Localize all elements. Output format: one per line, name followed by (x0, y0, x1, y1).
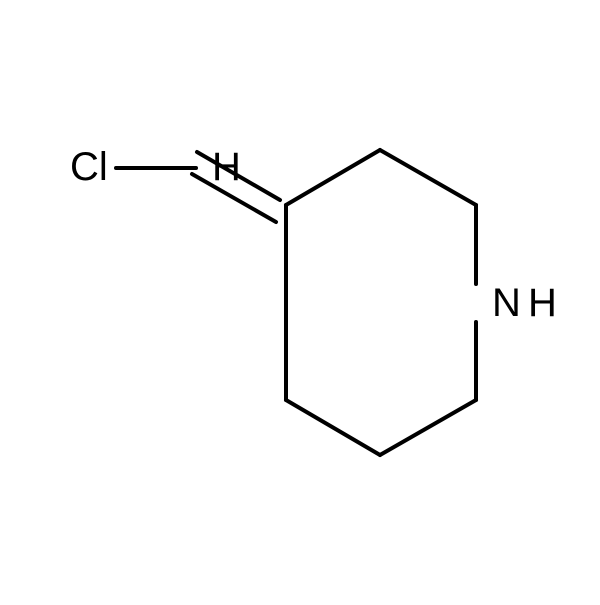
label-cl: Cl (70, 145, 108, 189)
label-h-hcl: H (212, 145, 241, 189)
ring-bond-bottom-left (286, 400, 380, 455)
label-n: N (492, 281, 521, 325)
label-h-nh: H (528, 281, 557, 325)
ring-bond-bottom-right (380, 400, 476, 455)
structure-svg: ClHNH (0, 0, 600, 600)
ring-bond-top-left (286, 150, 380, 205)
chemical-structure-canvas: ClHNH (0, 0, 600, 600)
ring-bond-top-right (380, 150, 476, 205)
